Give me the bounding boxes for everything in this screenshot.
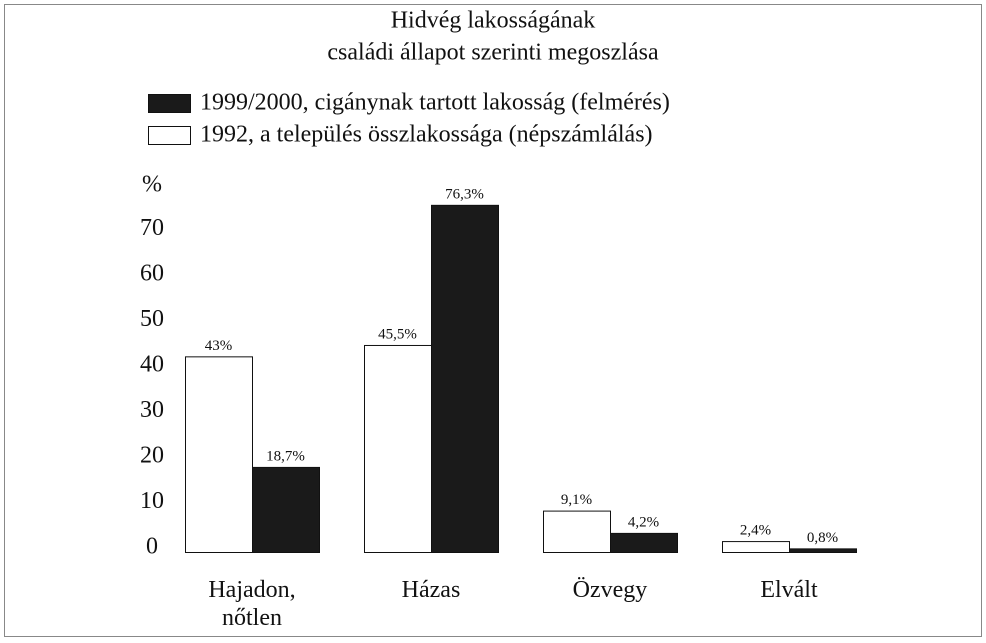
- legend-label: 1992, a település összlakossága (népszám…: [200, 122, 653, 148]
- y-tick-label: 10: [140, 488, 164, 514]
- y-tick-label: 40: [140, 352, 164, 378]
- value-label: 45,5%: [378, 326, 417, 342]
- legend-label: 1999/2000, cigánynak tartott lakosság (f…: [200, 90, 670, 116]
- value-label: 9,1%: [561, 492, 592, 508]
- bar: [722, 541, 790, 554]
- legend-swatch: [148, 126, 191, 145]
- legend-swatch: [148, 94, 191, 113]
- bar: [364, 344, 432, 553]
- x-tick-label: Özvegy: [572, 577, 648, 603]
- y-tick-label: 20: [140, 443, 164, 469]
- y-tick-label: 70: [140, 215, 164, 241]
- chart-title: Hidvég lakosságának: [391, 8, 596, 34]
- bar: [185, 356, 253, 553]
- value-label: 43%: [205, 338, 233, 354]
- value-label: 18,7%: [266, 448, 305, 464]
- bar: [543, 510, 611, 553]
- bar: [610, 532, 678, 554]
- chart-title: családi állapot szerinti megoszlása: [327, 40, 659, 66]
- y-tick-label: 60: [140, 261, 164, 287]
- value-label: 0,8%: [807, 530, 838, 546]
- x-tick-label: Hajadon, nőtlen: [208, 577, 296, 631]
- value-label: 76,3%: [445, 186, 484, 202]
- x-tick-label: Elvált: [760, 577, 818, 603]
- y-tick-label: 50: [140, 306, 164, 332]
- bar: [431, 204, 499, 554]
- value-label: 2,4%: [740, 523, 771, 539]
- value-label: 4,2%: [628, 514, 659, 530]
- bar: [789, 548, 857, 553]
- y-tick-label: 0: [146, 534, 158, 560]
- y-axis-label: %: [142, 172, 162, 198]
- bar: [252, 466, 320, 554]
- frame: [4, 4, 982, 637]
- x-tick-label: Házas: [401, 577, 461, 603]
- y-tick-label: 30: [140, 397, 164, 423]
